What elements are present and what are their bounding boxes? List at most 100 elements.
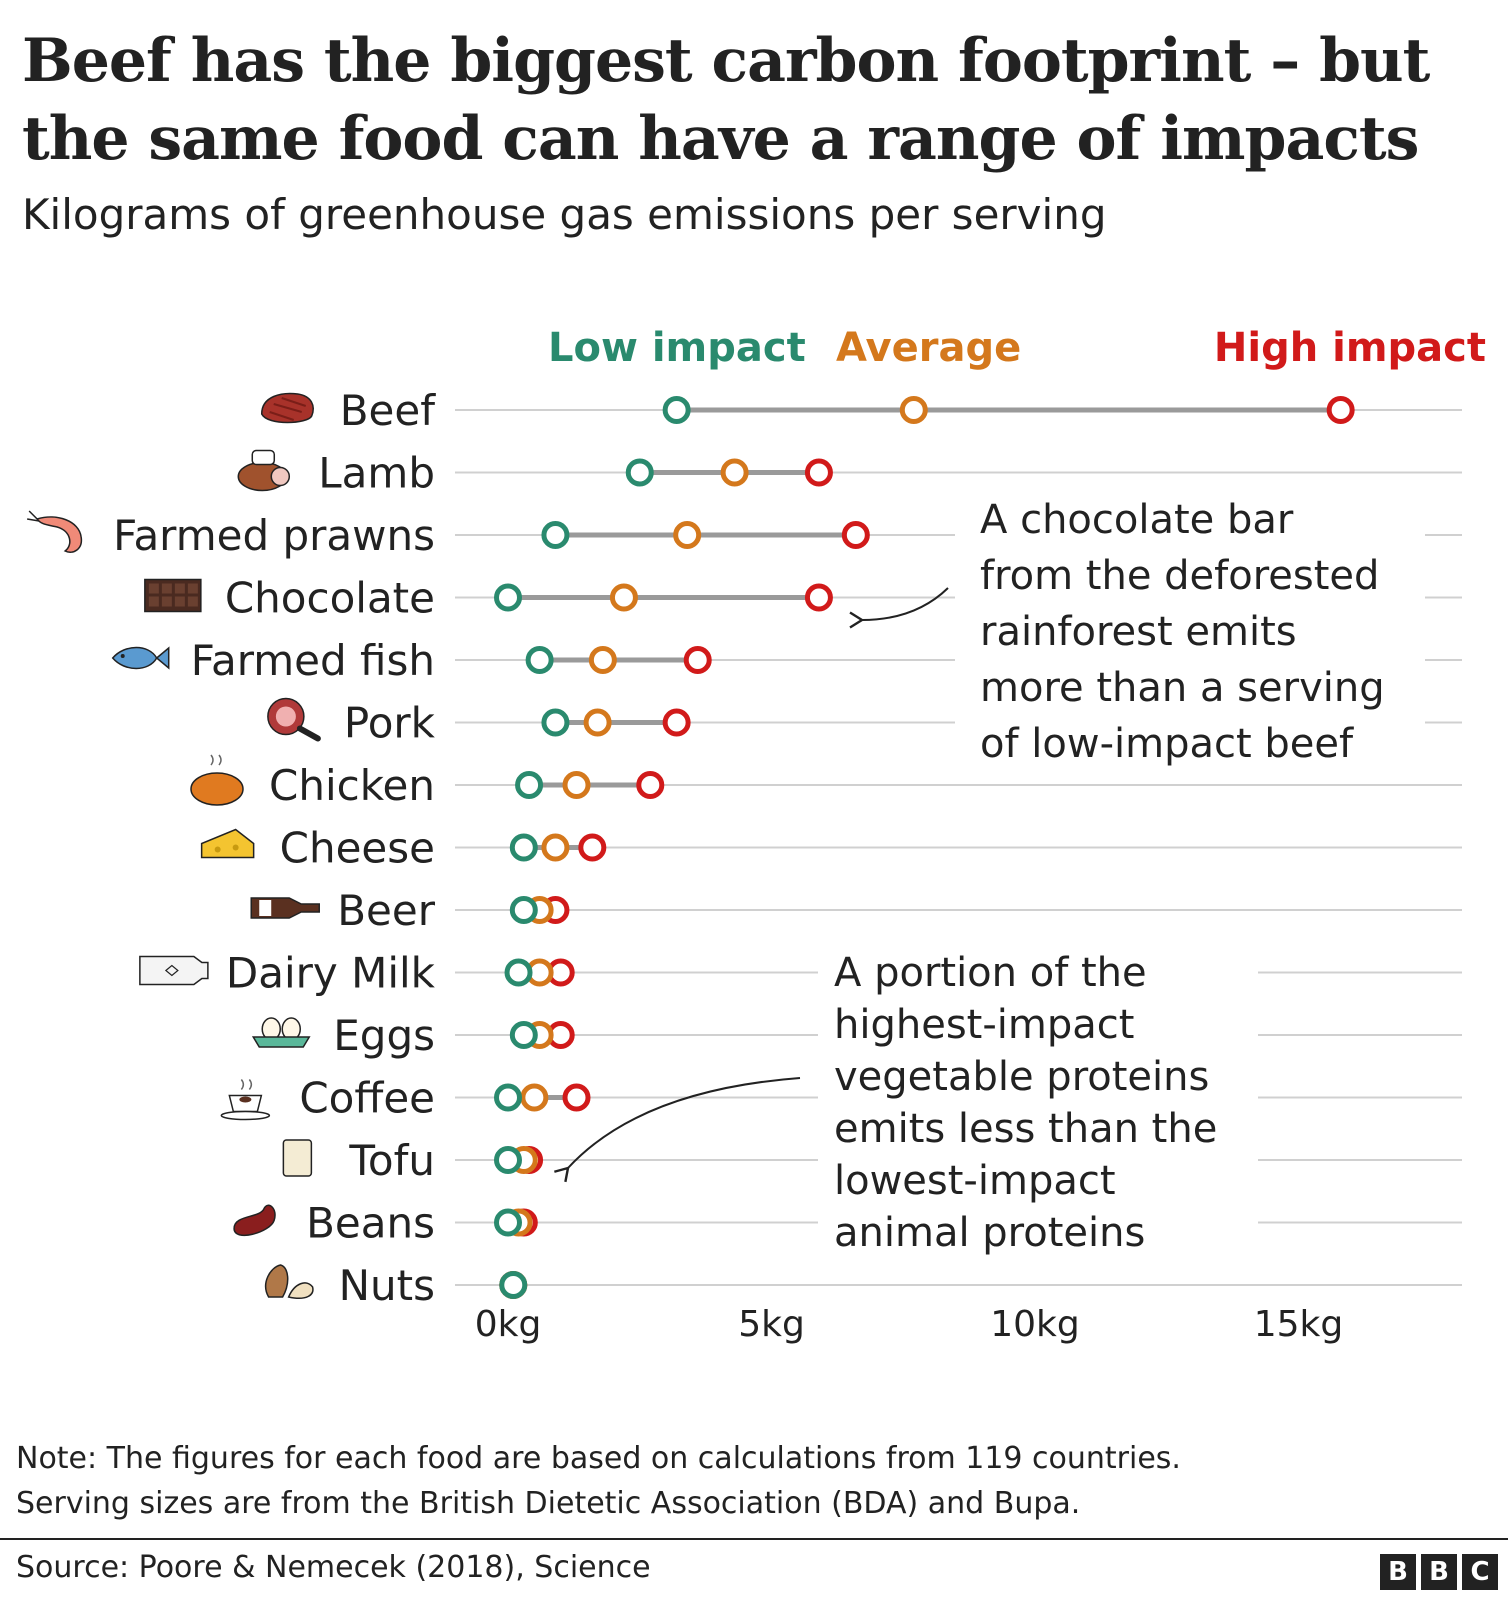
legend-high: High impact	[1214, 325, 1486, 371]
x-tick-label: 15kg	[1254, 1304, 1344, 1345]
average-point	[583, 708, 612, 737]
chocolate-annotation: A chocolate bar from the deforested rain…	[849, 475, 1425, 767]
x-tick-label: 0kg	[475, 1304, 542, 1345]
bbc-logo-letter-3: C	[1462, 1554, 1498, 1590]
category-label: Farmed fish	[191, 636, 435, 685]
high-impact-point	[636, 771, 665, 799]
category-label: Nuts	[339, 1261, 435, 1310]
high-impact-point	[683, 646, 712, 674]
vegetable-annotation-line-2: highest-impact	[834, 1002, 1134, 1048]
low-impact-point	[494, 1208, 522, 1237]
category-labels: Beef Lamb Farmed prawns Chocolate Farmed fis…	[113, 386, 436, 1310]
vegetable-annotation-line-3: vegetable proteins	[834, 1054, 1209, 1100]
high-impact-point	[1326, 396, 1355, 424]
fish-icon	[111, 646, 170, 670]
average-point	[588, 646, 617, 674]
category-label: Beer	[337, 886, 435, 935]
low-impact-point	[494, 1083, 522, 1112]
high-impact-point	[841, 521, 870, 549]
bean-icon	[233, 1204, 276, 1237]
coffee-cup-icon	[220, 1079, 271, 1121]
chart-subtitle: Kilograms of greenhouse gas emissions pe…	[22, 190, 1107, 239]
high-impact-point	[562, 1083, 591, 1112]
legend: Low impact Average High impact	[548, 325, 1486, 371]
vegetable-annotation-arrow	[554, 1077, 801, 1183]
source: Source: Poore & Nemecek (2018), Science	[16, 1550, 651, 1585]
note: Note: The figures for each food are base…	[16, 1436, 1496, 1526]
note-line-2: Serving sizes are from the British Diete…	[16, 1486, 1081, 1521]
chocolate-annotation-line-3: rainforest emits	[980, 609, 1297, 655]
category-label: Lamb	[318, 449, 435, 498]
category-icons	[27, 392, 321, 1299]
low-impact-point	[504, 958, 533, 987]
chocolate-bar-icon	[144, 578, 202, 613]
category-label: Pork	[344, 699, 436, 748]
average-point	[520, 1083, 549, 1112]
low-impact-point	[499, 1271, 528, 1299]
roast-chicken-icon	[190, 754, 244, 806]
chocolate-annotation-line-1: A chocolate bar	[980, 497, 1294, 543]
vegetable-annotation-line-6: animal proteins	[834, 1210, 1145, 1256]
low-impact-point	[525, 646, 554, 674]
category-label: Coffee	[299, 1074, 435, 1123]
low-impact-point	[541, 708, 570, 737]
low-impact-point	[494, 1146, 522, 1174]
chocolate-annotation-line-4: more than a serving	[980, 665, 1385, 711]
tofu-icon	[282, 1139, 313, 1177]
low-impact-point	[662, 396, 691, 424]
eggs-icon	[251, 1017, 311, 1048]
x-tick-label: 10kg	[990, 1304, 1080, 1345]
vegetable-protein-annotation: A portion of the highest-impact vegetabl…	[554, 925, 1258, 1256]
high-impact-point	[804, 583, 833, 612]
title-line-1: Beef has the biggest carbon footprint – …	[22, 26, 1430, 96]
bbc-logo-letter-1: B	[1380, 1554, 1416, 1590]
nuts-icon	[264, 1264, 314, 1299]
title-line-2: the same food can have a range of impact…	[22, 104, 1419, 174]
category-label: Eggs	[333, 1011, 435, 1060]
average-point	[899, 396, 928, 424]
lamb-shank-icon	[237, 449, 291, 492]
vegetable-annotation-line-4: emits less than the	[834, 1106, 1217, 1152]
category-label: Cheese	[280, 824, 435, 873]
prawn-icon	[27, 510, 83, 553]
x-axis-ticks: 0kg 5kg 10kg 15kg	[475, 1304, 1344, 1345]
legend-low: Low impact	[548, 325, 806, 371]
low-impact-point	[494, 583, 522, 612]
bbc-logo-letter-2: B	[1421, 1554, 1457, 1590]
low-impact-point	[509, 1021, 538, 1049]
average-point	[541, 833, 570, 862]
category-label: Tofu	[348, 1136, 435, 1185]
legend-average: Average	[836, 325, 1021, 371]
chocolate-annotation-line-5: of low-impact beef	[980, 721, 1354, 767]
average-point	[562, 771, 591, 799]
bbc-logo: B B C	[1380, 1554, 1498, 1590]
category-label: Chocolate	[225, 574, 435, 623]
category-label: Dairy Milk	[226, 949, 436, 998]
high-impact-point	[662, 708, 691, 737]
dumbbell-chart: Beef Lamb Farmed prawns Chocolate Farmed fis…	[27, 325, 1486, 1345]
low-impact-point	[509, 896, 538, 924]
category-label: Beef	[340, 386, 436, 435]
vegetable-annotation-line-1: A portion of the	[834, 950, 1147, 996]
ham-icon	[267, 697, 321, 742]
average-point	[673, 521, 702, 549]
beer-bottle-icon	[250, 897, 320, 919]
note-line-1: Note: The figures for each food are base…	[16, 1441, 1181, 1476]
chocolate-annotation-line-2: from the deforested	[980, 553, 1379, 599]
vegetable-annotation-line-5: lowest-impact	[834, 1158, 1116, 1204]
cheese-icon	[200, 828, 255, 859]
average-point	[609, 583, 638, 612]
chart-title: Beef has the biggest carbon footprint – …	[22, 22, 1482, 178]
low-impact-point	[515, 771, 544, 799]
category-label: Chicken	[269, 761, 435, 810]
low-impact-point	[541, 521, 570, 549]
low-impact-point	[625, 458, 654, 487]
category-label: Farmed prawns	[113, 511, 435, 560]
steak-icon	[260, 392, 314, 424]
data-points	[494, 396, 1355, 1299]
footer-divider	[0, 1538, 1508, 1540]
x-tick-label: 5kg	[738, 1304, 805, 1345]
chocolate-annotation-arrow	[849, 587, 949, 629]
high-impact-point	[578, 833, 607, 862]
category-label: Beans	[306, 1199, 435, 1248]
